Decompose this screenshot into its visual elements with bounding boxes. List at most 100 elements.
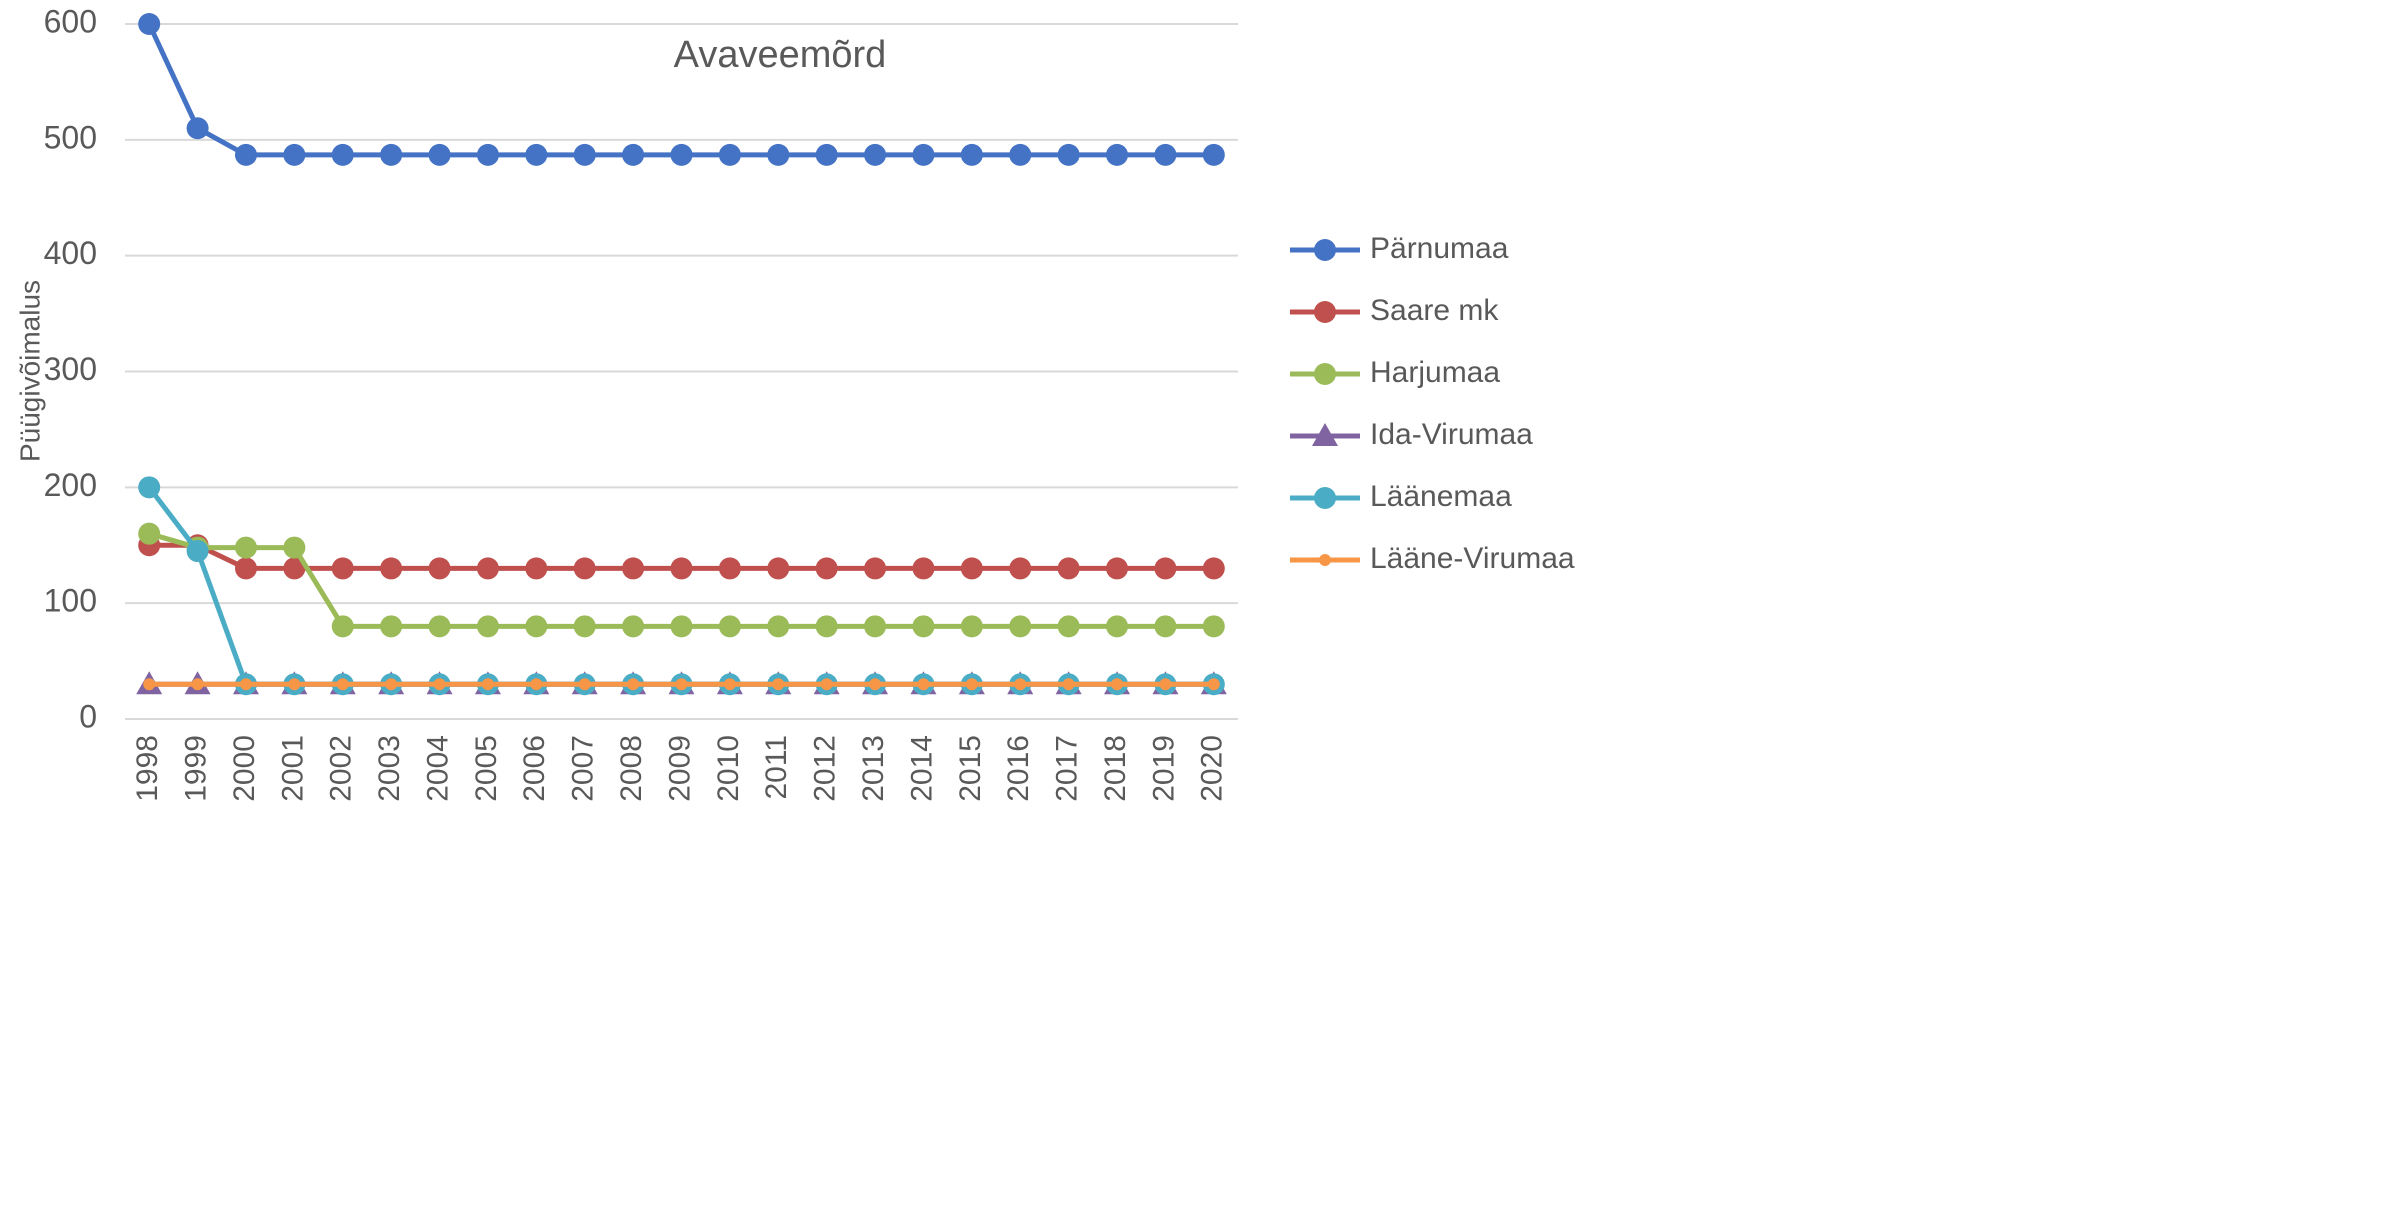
data-point <box>336 678 349 691</box>
x-tick-label: 2013 <box>857 735 890 802</box>
legend-marker <box>1319 554 1331 566</box>
chart-title: Avaveemõrd <box>674 34 887 76</box>
data-point <box>622 557 645 580</box>
data-point <box>380 557 403 580</box>
data-point <box>675 678 688 691</box>
data-point <box>239 678 252 691</box>
data-point <box>767 615 790 638</box>
data-point <box>380 143 403 166</box>
data-point <box>476 557 499 580</box>
data-point <box>1057 557 1080 580</box>
data-point <box>573 615 596 638</box>
x-tick-label: 2000 <box>228 735 261 802</box>
data-point <box>1057 143 1080 166</box>
series-line <box>148 531 1214 629</box>
data-point <box>864 143 887 166</box>
legend-label: Harjumaa <box>1370 356 1500 389</box>
legend-marker <box>1314 301 1336 323</box>
data-point <box>1111 678 1124 691</box>
x-tick-label: 1999 <box>180 735 213 802</box>
x-tick-label: 2011 <box>760 735 793 800</box>
x-tick-label: 2012 <box>809 735 842 802</box>
data-point <box>912 143 935 166</box>
data-point <box>1009 143 1032 166</box>
data-point <box>385 678 398 691</box>
data-point <box>138 476 161 499</box>
x-tick-label: 2001 <box>276 735 309 802</box>
data-point <box>186 117 209 140</box>
data-point <box>1062 678 1075 691</box>
data-point <box>965 678 978 691</box>
data-point <box>622 615 645 638</box>
data-point <box>476 143 499 166</box>
legend-label: Läänemaa <box>1370 480 1512 513</box>
data-point <box>1154 615 1177 638</box>
data-point <box>627 678 640 691</box>
data-point <box>1057 615 1080 638</box>
data-point <box>960 557 983 580</box>
data-point <box>283 536 306 559</box>
data-point <box>525 557 548 580</box>
legend-marker <box>1314 363 1336 385</box>
data-point <box>331 615 354 638</box>
data-point <box>1202 143 1225 166</box>
y-tick-label: 400 <box>44 235 97 271</box>
data-point <box>1009 615 1032 638</box>
data-point <box>283 143 306 166</box>
x-tick-label: 2017 <box>1051 735 1084 802</box>
x-tick-label: 2003 <box>373 735 406 802</box>
data-point <box>428 557 451 580</box>
data-point <box>331 143 354 166</box>
data-point <box>1154 557 1177 580</box>
data-point <box>864 615 887 638</box>
legend-marker <box>1314 487 1336 509</box>
x-tick-label: 2010 <box>712 735 745 802</box>
data-point <box>428 143 451 166</box>
data-point <box>869 678 882 691</box>
data-point <box>670 615 693 638</box>
data-point <box>815 557 838 580</box>
legend-label: Ida-Virumaa <box>1370 418 1533 451</box>
data-point <box>1207 678 1220 691</box>
legend-marker <box>1312 423 1338 446</box>
x-tick-label: 1998 <box>131 735 164 802</box>
y-tick-label: 0 <box>79 698 97 734</box>
data-point <box>912 557 935 580</box>
data-point <box>143 678 156 691</box>
data-point <box>912 615 935 638</box>
data-point <box>288 678 301 691</box>
data-point <box>1106 615 1129 638</box>
data-point <box>960 615 983 638</box>
legend-label: Lääne-Virumaa <box>1370 542 1575 575</box>
series-line <box>147 485 1214 687</box>
data-point <box>1106 143 1129 166</box>
data-point <box>138 13 161 35</box>
data-point <box>186 540 209 563</box>
data-point <box>1106 557 1129 580</box>
data-point <box>525 615 548 638</box>
data-point <box>815 143 838 166</box>
data-point <box>380 615 403 638</box>
x-tick-label: 2018 <box>1099 735 1132 802</box>
data-point <box>772 678 785 691</box>
x-tick-label: 2020 <box>1196 735 1229 802</box>
data-point <box>718 557 741 580</box>
data-point <box>476 615 499 638</box>
data-point <box>428 615 451 638</box>
data-point <box>573 143 596 166</box>
data-point <box>433 678 446 691</box>
data-point <box>723 678 736 691</box>
x-tick-label: 2009 <box>663 735 696 802</box>
data-point <box>331 557 354 580</box>
data-point <box>1154 143 1177 166</box>
x-tick-label: 2015 <box>954 735 987 802</box>
y-axis-label: Püügivõimalus <box>14 280 45 462</box>
data-point <box>138 522 161 545</box>
data-point <box>525 143 548 166</box>
y-tick-label: 200 <box>44 467 97 503</box>
data-point <box>670 557 693 580</box>
data-point <box>864 557 887 580</box>
x-tick-label: 2006 <box>518 735 551 802</box>
y-tick-label: 500 <box>44 119 97 155</box>
data-point <box>1202 557 1225 580</box>
